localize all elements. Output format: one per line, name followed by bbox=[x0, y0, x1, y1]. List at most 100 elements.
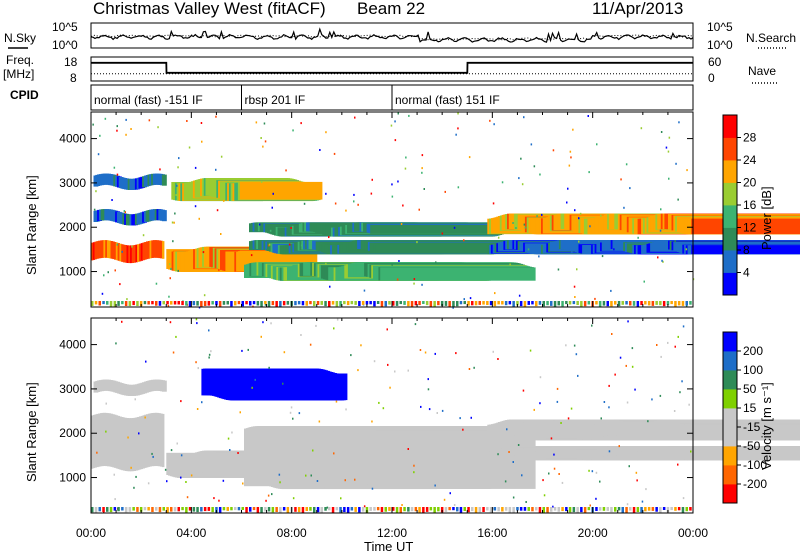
echo-speckle bbox=[303, 202, 306, 205]
echo-speckle bbox=[360, 344, 362, 347]
echo-cell bbox=[149, 240, 152, 259]
echo-speckle bbox=[626, 401, 629, 404]
ground-echo bbox=[478, 301, 481, 305]
echo-speckle bbox=[405, 156, 407, 159]
ground-echo bbox=[621, 507, 624, 513]
echo-speckle bbox=[568, 164, 571, 167]
echo-speckle bbox=[634, 388, 636, 391]
echo-speckle bbox=[525, 501, 527, 503]
ground-echo bbox=[662, 301, 666, 307]
ground-echo bbox=[361, 507, 365, 512]
echo-cell bbox=[119, 243, 122, 262]
ground-echo bbox=[489, 507, 493, 513]
echo-speckle bbox=[391, 195, 394, 198]
echo-speckle bbox=[105, 402, 107, 405]
ground-echo bbox=[226, 301, 229, 305]
echo-speckle bbox=[518, 177, 520, 180]
echo-speckle bbox=[521, 474, 523, 477]
ground-echo bbox=[689, 507, 692, 511]
colorbar-swatch bbox=[723, 408, 737, 428]
echo-speckle bbox=[185, 481, 187, 483]
echo-speckle bbox=[421, 167, 423, 170]
echo-speckle bbox=[111, 199, 113, 201]
echo-speckle bbox=[178, 157, 180, 160]
y-tick-label: 1000 bbox=[59, 265, 86, 279]
ground-echo bbox=[316, 301, 320, 305]
noise-tick-right-bottom: 10^0 bbox=[707, 38, 733, 52]
echo-speckle bbox=[539, 402, 541, 405]
ground-echo bbox=[501, 301, 504, 305]
freq-tick-top: 18 bbox=[64, 55, 78, 69]
echo-speckle bbox=[258, 223, 261, 226]
ground-echo bbox=[218, 301, 222, 307]
ground-echo bbox=[403, 301, 406, 305]
ground-echo bbox=[647, 301, 651, 306]
ground-echo bbox=[249, 301, 252, 306]
ground-echo bbox=[410, 301, 414, 307]
echo-speckle bbox=[363, 289, 366, 292]
ground-echo bbox=[388, 301, 391, 305]
echo-speckle bbox=[201, 140, 203, 143]
colorbar-swatch bbox=[723, 272, 737, 296]
ground-echo bbox=[425, 507, 429, 512]
echo-speckle bbox=[407, 369, 409, 372]
echo-cell bbox=[124, 245, 128, 263]
echo-speckle bbox=[113, 473, 115, 476]
ground-echo bbox=[489, 301, 493, 306]
echo-speckle bbox=[300, 334, 302, 336]
echo-speckle bbox=[628, 465, 630, 468]
echo-speckle bbox=[681, 380, 683, 383]
ground-echo bbox=[350, 301, 354, 305]
echo-speckle bbox=[292, 417, 294, 420]
echo-speckle bbox=[573, 344, 576, 347]
ground-echo bbox=[166, 301, 169, 305]
ground-echo bbox=[234, 301, 237, 306]
ground-echo bbox=[155, 301, 158, 306]
nsearch-label: N.Search bbox=[746, 31, 796, 45]
echo-speckle bbox=[457, 186, 460, 189]
echo-speckle bbox=[262, 321, 264, 324]
echo-speckle bbox=[171, 249, 173, 252]
y-tick-label: 1000 bbox=[59, 471, 86, 485]
echo-speckle bbox=[419, 349, 422, 351]
ground-echo bbox=[565, 301, 568, 305]
echo-cell bbox=[156, 412, 159, 467]
echo-speckle bbox=[449, 492, 451, 495]
echo-speckle bbox=[251, 386, 253, 389]
echo-speckle bbox=[611, 333, 613, 335]
ground-echo bbox=[523, 507, 527, 511]
echo-cell bbox=[99, 240, 103, 259]
x-axis-label: Time UT bbox=[364, 539, 413, 554]
echo-speckle bbox=[547, 450, 549, 452]
ground-echo bbox=[565, 507, 568, 512]
ground-echo bbox=[151, 507, 154, 512]
ground-echo bbox=[535, 301, 538, 307]
echo-speckle bbox=[92, 123, 94, 126]
ground-echo bbox=[677, 301, 681, 306]
ground-echo bbox=[354, 301, 357, 305]
echo-speckle bbox=[227, 437, 230, 440]
echo-speckle bbox=[353, 200, 355, 203]
echo-speckle bbox=[213, 497, 215, 500]
echo-cell bbox=[99, 413, 103, 467]
echo-speckle bbox=[595, 471, 598, 474]
colorbar-swatch bbox=[723, 484, 737, 504]
echo-speckle bbox=[618, 445, 620, 448]
ground-echo bbox=[286, 507, 290, 513]
echo-speckle bbox=[350, 354, 352, 357]
ground-echo bbox=[241, 301, 244, 307]
echo-cell bbox=[135, 417, 138, 471]
ground-echo bbox=[260, 507, 263, 513]
echo-cell bbox=[121, 417, 124, 471]
echo-speckle bbox=[283, 351, 286, 354]
echo-speckle bbox=[175, 194, 177, 196]
ground-echo bbox=[162, 507, 165, 511]
echo-speckle bbox=[125, 133, 127, 136]
echo-speckle bbox=[264, 303, 267, 306]
ground-echo bbox=[523, 301, 527, 307]
freq-label: Freq. bbox=[6, 53, 34, 67]
ground-echo bbox=[598, 301, 602, 307]
ground-echo bbox=[320, 301, 323, 305]
echo-speckle bbox=[169, 277, 171, 280]
ground-echo bbox=[395, 301, 399, 306]
